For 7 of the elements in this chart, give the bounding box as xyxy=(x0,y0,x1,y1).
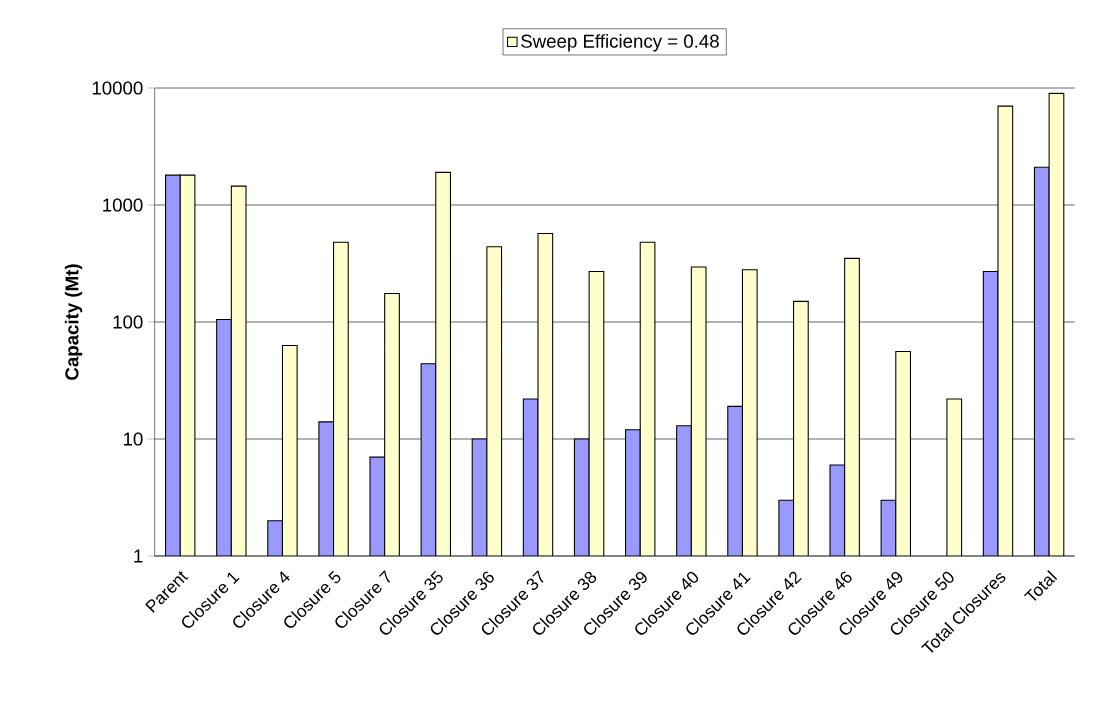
y-tick-label: 100 xyxy=(113,315,143,329)
y-axis-title: Capacity (Mt) xyxy=(64,264,83,380)
y-tick-label: 1000 xyxy=(103,198,143,212)
y-tick-label: 1 xyxy=(134,549,143,563)
legend-label: Sweep Efficiency = 0.48 xyxy=(521,34,719,52)
y-tick-label: 10000 xyxy=(92,81,143,95)
y-tick-label: 10 xyxy=(123,432,143,446)
